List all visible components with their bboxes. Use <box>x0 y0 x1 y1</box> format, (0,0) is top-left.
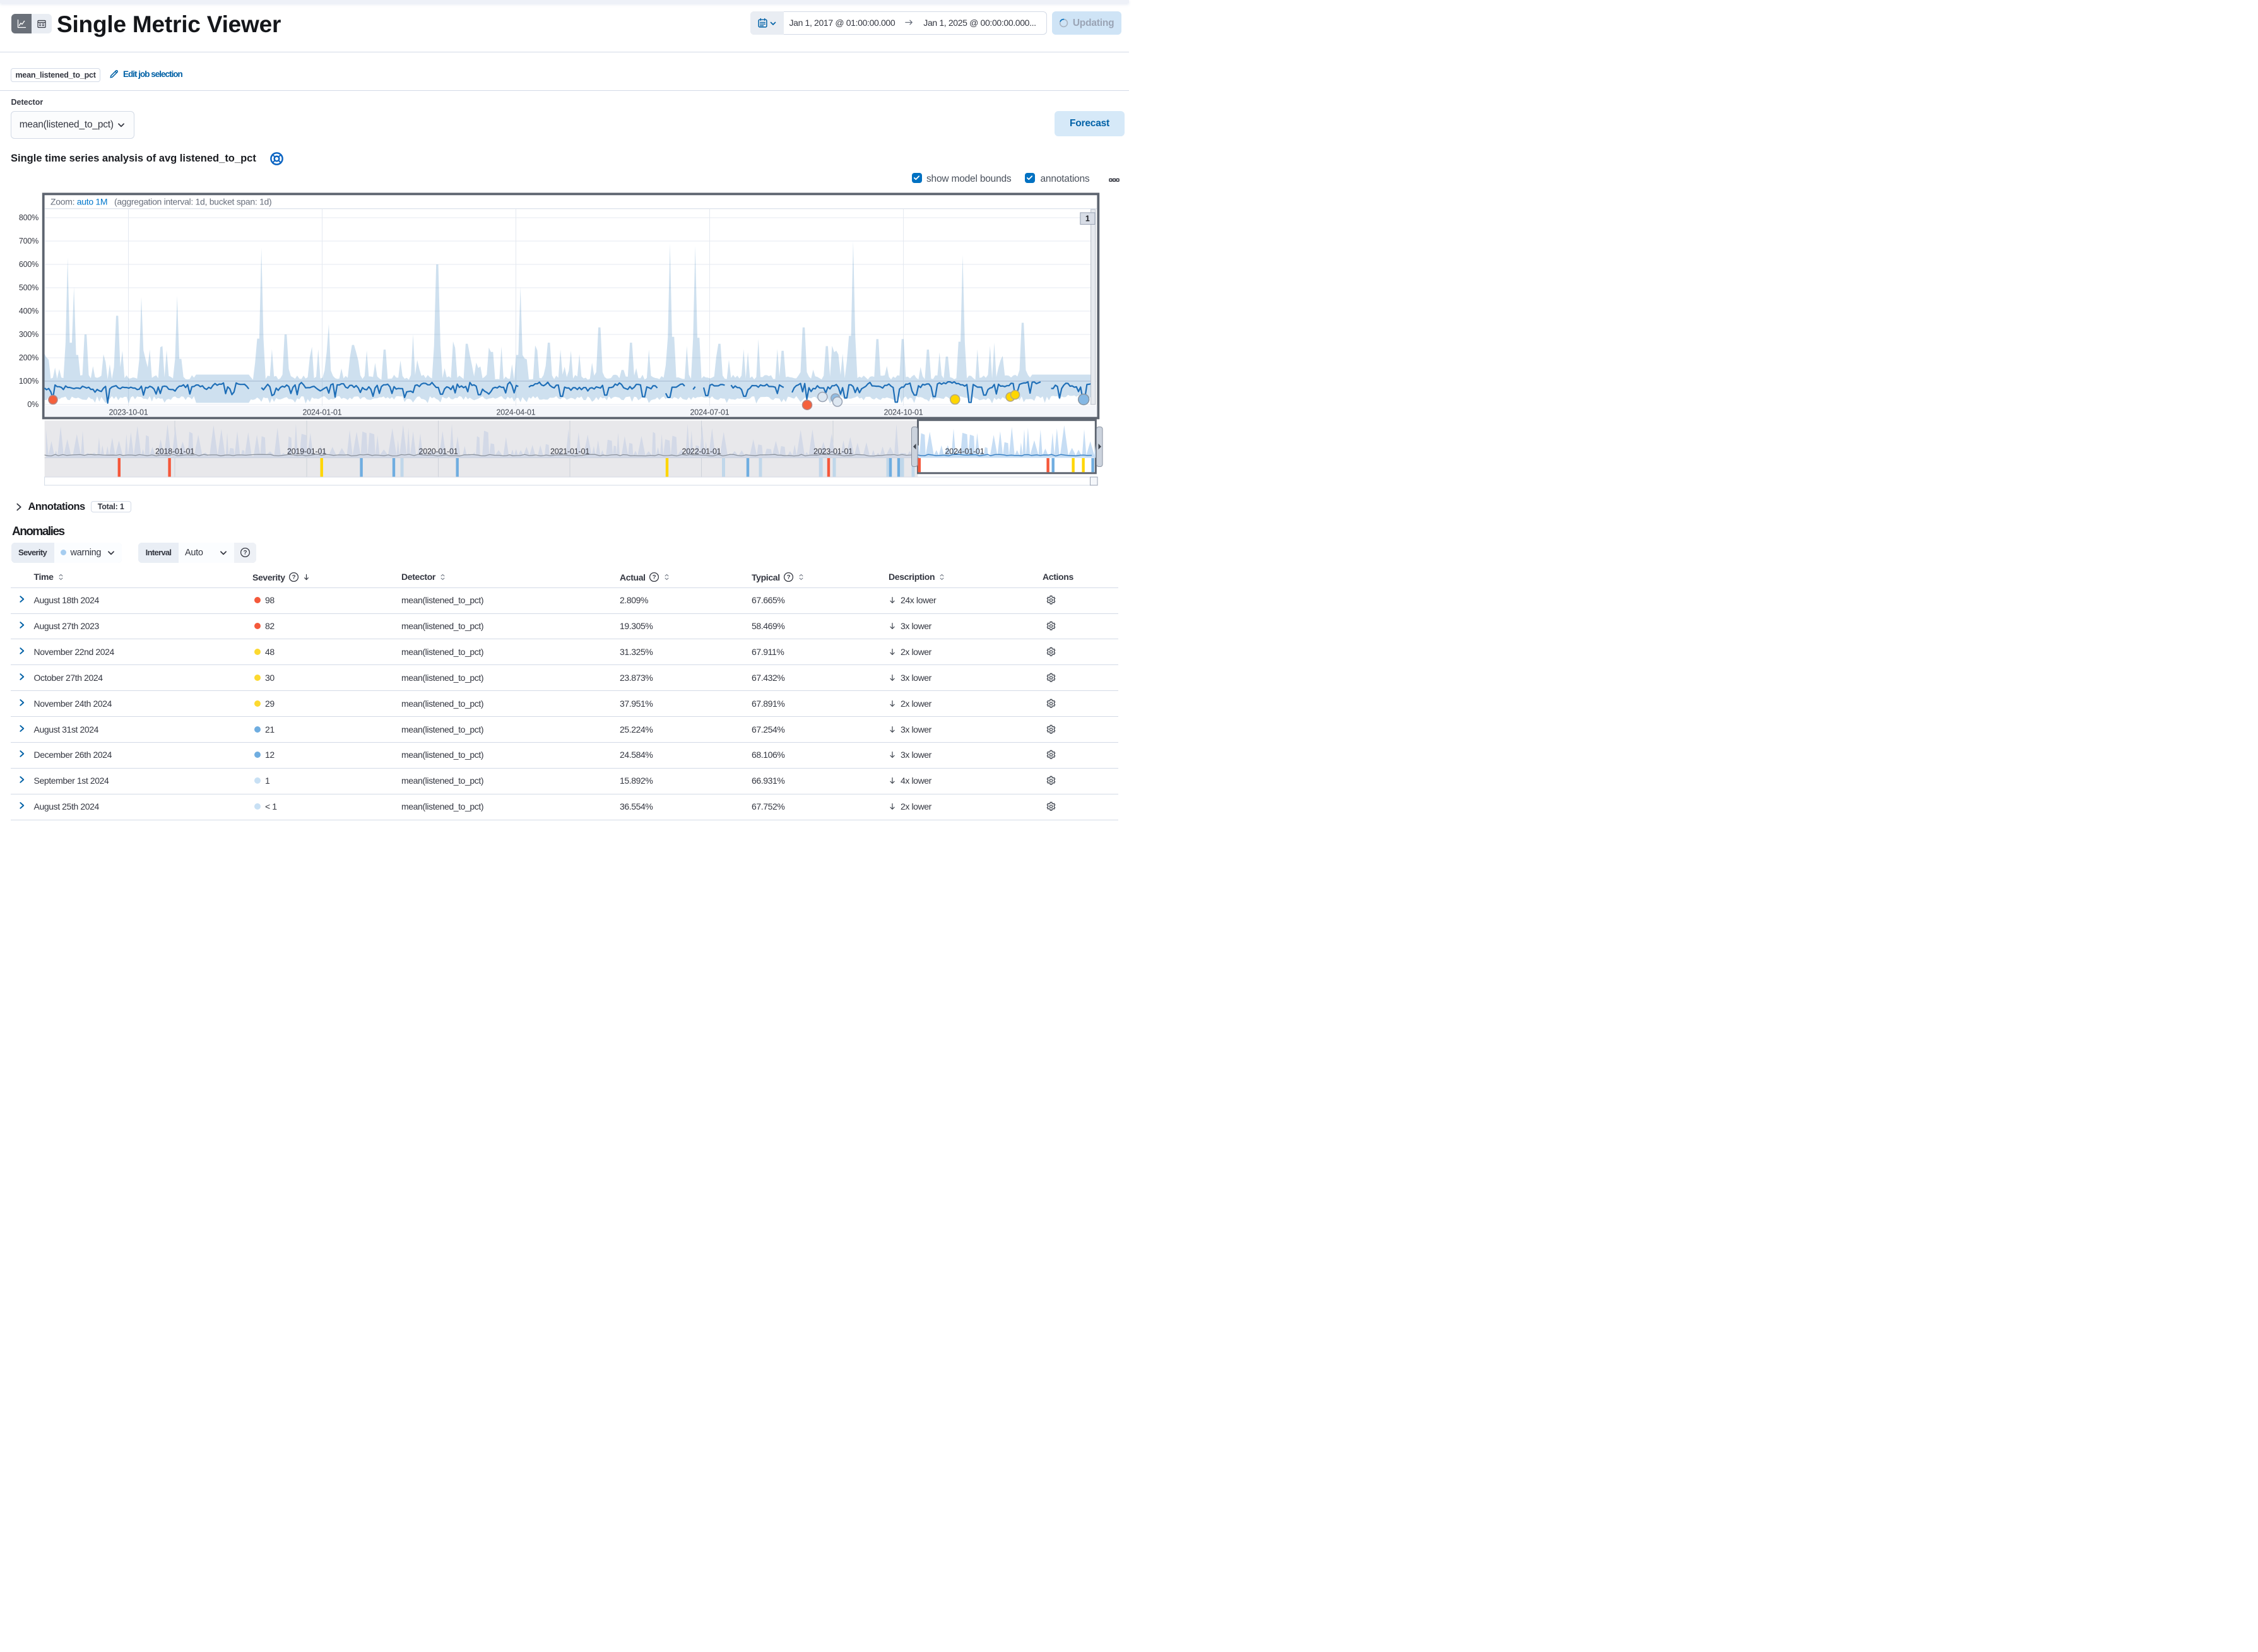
svg-text:0%: 0% <box>27 400 38 409</box>
svg-text:?: ? <box>243 550 247 557</box>
svg-text:600%: 600% <box>19 260 38 269</box>
svg-text:2021-01-01: 2021-01-01 <box>550 447 589 456</box>
svg-text:2024-01-01: 2024-01-01 <box>303 408 342 417</box>
svg-text:400%: 400% <box>19 307 38 316</box>
svg-text:2023-01-01: 2023-01-01 <box>813 447 853 456</box>
svg-text:2020-01-01: 2020-01-01 <box>419 447 458 456</box>
svg-text:2023-10-01: 2023-10-01 <box>109 408 148 417</box>
svg-text:2018-01-01: 2018-01-01 <box>155 447 194 456</box>
svg-text:2024-01-01: 2024-01-01 <box>945 447 984 456</box>
svg-text:700%: 700% <box>19 237 38 245</box>
svg-text:300%: 300% <box>19 330 38 339</box>
svg-text:2019-01-01: 2019-01-01 <box>287 447 326 456</box>
svg-text:200%: 200% <box>19 353 38 362</box>
svg-text:Zoom: auto 1M (aggregation i: Zoom: auto 1M (aggregation interval: 1d,… <box>50 197 271 207</box>
svg-text:?: ? <box>787 574 791 581</box>
svg-text:2022-01-01: 2022-01-01 <box>682 447 721 456</box>
svg-text:1: 1 <box>1085 215 1090 223</box>
svg-text:?: ? <box>652 574 656 581</box>
svg-text:?: ? <box>292 574 295 581</box>
svg-text:800%: 800% <box>19 213 38 222</box>
svg-text:2024-07-01: 2024-07-01 <box>690 408 730 417</box>
svg-text:100%: 100% <box>19 377 38 386</box>
svg-text:2024-04-01: 2024-04-01 <box>497 408 536 417</box>
svg-text:500%: 500% <box>19 283 38 292</box>
svg-text:2024-10-01: 2024-10-01 <box>884 408 923 417</box>
